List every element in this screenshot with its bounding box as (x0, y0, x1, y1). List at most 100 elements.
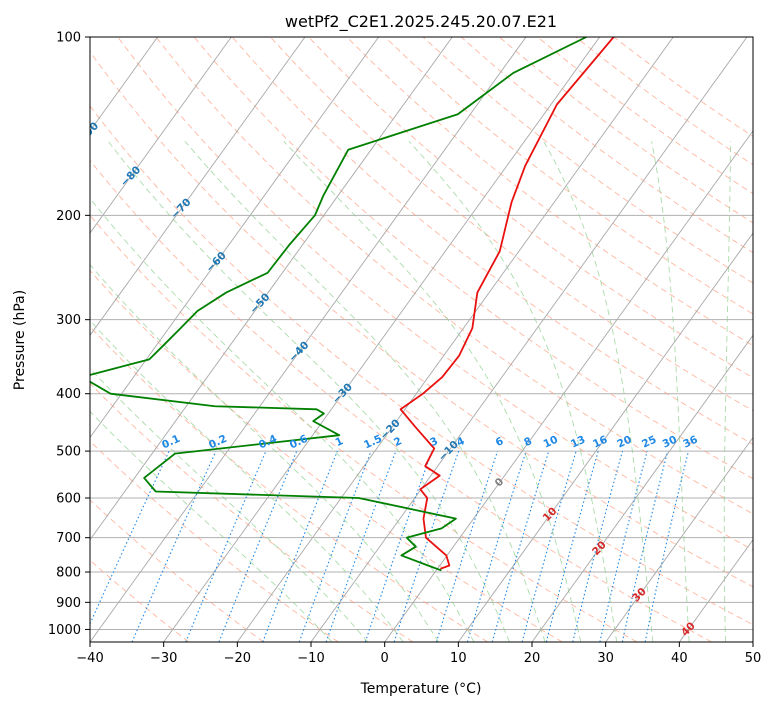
dry-adiabat (384, 37, 753, 315)
isotherm-line (90, 37, 453, 541)
mixing-ratio-label: 20 (615, 434, 633, 451)
dry-adiabat (90, 499, 264, 642)
mixing-ratio-line (521, 450, 577, 642)
chart-title: wetPf2_C2E1.2025.245.20.07.E21 (285, 12, 557, 32)
plot-frame (89, 36, 754, 643)
y-tick-label: 600 (56, 492, 81, 507)
y-tick-label: 900 (56, 596, 81, 611)
mixing-ratio-label: 2 (392, 435, 404, 449)
moist-adiabat (90, 264, 439, 642)
isotherm-line (163, 37, 600, 642)
dry-adiabat (422, 37, 753, 284)
mixing-ratio-line (545, 450, 599, 642)
temperature-profile-line (399, 37, 615, 570)
x-tick-label: 50 (745, 651, 762, 666)
mixing-ratio-label: 30 (661, 434, 679, 451)
mixing-ratio-line (572, 450, 624, 642)
y-tick-label: 500 (56, 445, 81, 460)
y-tick-label: 400 (56, 387, 81, 402)
y-tick-label: 300 (56, 313, 81, 328)
mixing-ratio-line (131, 450, 217, 642)
dry-adiabat (90, 326, 488, 642)
dewpoint-profile-line (90, 37, 587, 572)
mixing-ratio-label: 25 (640, 434, 658, 451)
isotherm-line (90, 37, 527, 642)
moist-adiabat (408, 141, 618, 642)
mixing-ratio-line (262, 450, 338, 642)
y-axis-ticks: 100 200 300 400 500 600 700 800 900 1000 (48, 31, 90, 638)
x-tick-label: 30 (597, 651, 614, 666)
mixing-ratio-line (393, 450, 460, 642)
moist-adiabat (543, 141, 654, 642)
moist-adiabat (90, 367, 369, 642)
isotherm-line (457, 232, 753, 642)
isotherm-line (605, 436, 753, 642)
mixing-ratio-label: 36 (681, 434, 699, 451)
dry-adiabat (90, 270, 563, 642)
mixing-ratio-line (325, 450, 397, 642)
isotherm-line (90, 37, 306, 337)
y-axis-label: Pressure (hPa) (12, 290, 28, 390)
isotherm-line (90, 37, 232, 234)
dry-adiabat (90, 105, 753, 626)
isotherms (90, 37, 753, 642)
moist-adiabat (90, 319, 404, 642)
x-tick-label: −40 (76, 651, 103, 666)
dry-adiabat (193, 37, 753, 480)
mixing-ratio-label: 1 (334, 435, 346, 449)
mixing-ratio-label: 13 (569, 434, 587, 451)
dry-adiabat (231, 37, 753, 445)
isotherm-line (236, 37, 674, 642)
mixing-ratio-label: 16 (591, 434, 609, 451)
isotherm-line (531, 334, 753, 642)
mixing-ratio-label: 4 (455, 435, 467, 449)
dry-adiabat (90, 214, 638, 642)
mixing-ratio-lines (90, 450, 690, 642)
mixing-ratio-line (621, 450, 669, 642)
x-axis-ticks: −40 −30 −20 −10 0 10 20 30 40 50 (76, 642, 761, 666)
x-axis-label: Temperature (°C) (360, 681, 482, 697)
isotherm-line (384, 130, 753, 642)
moist-adiabat (723, 141, 731, 642)
y-tick-label: 700 (56, 531, 81, 546)
y-tick-label: 1000 (48, 623, 81, 638)
profile-lines (90, 37, 615, 572)
mixing-ratio-line (599, 450, 648, 642)
isotherm-line (90, 37, 379, 439)
moist-adiabat (90, 410, 333, 642)
y-tick-label: 100 (56, 31, 81, 46)
mixing-ratio-label: 10 (542, 434, 560, 451)
mixing-ratio-line (364, 450, 433, 642)
background-line-labels: −100−90−80−70−60−50−40−30−20−10010203040… (90, 120, 700, 639)
moist-adiabat (651, 141, 690, 642)
dry-adiabat (270, 37, 753, 412)
mixing-ratio-label: 3 (428, 435, 440, 449)
mixing-ratio-label: 6 (494, 435, 506, 449)
mixing-ratio-label: 8 (522, 435, 534, 449)
moist-adiabat (107, 141, 510, 642)
moist-adiabat (283, 141, 582, 642)
mixing-ratio-line (185, 450, 267, 642)
y-tick-label: 200 (56, 209, 81, 224)
mixing-ratio-line (298, 450, 372, 642)
x-tick-label: 40 (671, 651, 688, 666)
x-tick-label: 20 (524, 651, 541, 666)
plot-area: −100−90−80−70−60−50−40−30−20−10010203040… (90, 37, 753, 642)
dry-adiabat (90, 50, 753, 588)
isotherm-line (678, 539, 753, 642)
isotherm-line (310, 37, 748, 642)
dry-adiabat (90, 159, 712, 642)
x-tick-label: −10 (297, 651, 324, 666)
x-tick-label: 10 (450, 651, 467, 666)
x-tick-label: −30 (150, 651, 177, 666)
mixing-ratio-line (491, 450, 550, 642)
x-tick-label: 0 (381, 651, 389, 666)
y-tick-label: 800 (56, 566, 81, 581)
mixing-ratio-line (644, 450, 690, 642)
mixing-ratio-line (218, 450, 298, 642)
x-tick-label: −20 (224, 651, 251, 666)
mixing-ratio-line (466, 450, 527, 642)
dry-adiabat (155, 37, 753, 515)
mixing-ratio-line (435, 450, 499, 642)
